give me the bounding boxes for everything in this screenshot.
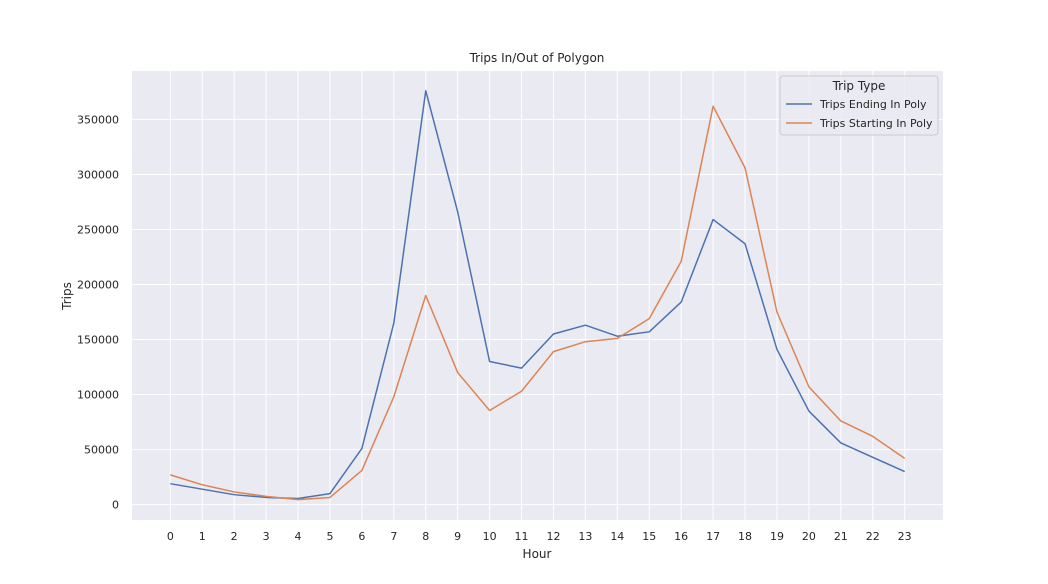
data-point-trips-starting-in-poly [616,337,619,340]
x-tick-label: 6 [358,530,365,543]
y-tick-label: 250000 [77,223,119,236]
x-tick-label: 15 [642,530,656,543]
x-tick-label: 16 [674,530,688,543]
x-tick-label: 3 [263,530,270,543]
data-point-trips-ending-in-poly [744,242,747,245]
data-point-trips-ending-in-poly [201,488,204,491]
data-point-trips-starting-in-poly [488,409,491,412]
data-point-trips-ending-in-poly [520,367,523,370]
x-tick-label: 4 [295,530,302,543]
data-point-trips-ending-in-poly [871,456,874,459]
grid-lines [132,71,943,520]
data-point-trips-starting-in-poly [648,317,651,320]
x-tick-label: 13 [578,530,592,543]
data-point-trips-starting-in-poly [680,260,683,263]
data-point-trips-ending-in-poly [903,470,906,473]
x-axis-label: Hour [523,547,552,561]
series-layer [169,89,906,501]
data-point-trips-starting-in-poly [552,350,555,353]
data-point-trips-ending-in-poly [392,322,395,325]
data-point-trips-starting-in-poly [807,385,810,388]
legend-title: Trip Type [832,79,886,93]
legend-box [779,75,939,136]
data-point-trips-starting-in-poly [839,419,842,422]
y-tick-label: 200000 [77,278,119,291]
x-tick-label: 17 [706,530,720,543]
x-tick-label: 19 [770,530,784,543]
data-point-trips-starting-in-poly [201,483,204,486]
x-tick-label: 8 [422,530,429,543]
data-point-trips-starting-in-poly [360,469,363,472]
data-point-trips-ending-in-poly [584,324,587,327]
x-tick-label: 11 [515,530,529,543]
data-point-trips-ending-in-poly [488,360,491,363]
data-point-trips-starting-in-poly [712,105,715,108]
series-line-trips-starting-in-poly [170,105,906,501]
data-point-trips-starting-in-poly [265,495,268,498]
x-tick-label: 14 [610,530,624,543]
x-tick-label: 18 [738,530,752,543]
x-tick-label: 9 [454,530,461,543]
data-point-trips-starting-in-poly [744,166,747,169]
x-tick-label: 5 [326,530,333,543]
data-point-trips-starting-in-poly [424,294,427,297]
data-point-trips-ending-in-poly [169,482,172,485]
data-point-trips-starting-in-poly [456,371,459,374]
x-tick-label: 0 [167,530,174,543]
y-tick-label: 300000 [77,168,119,181]
y-tick-label: 150000 [77,334,119,347]
y-tick-label: 100000 [77,389,119,402]
y-axis-ticks: 0 50000 100000 150000 200000 250000 300000 3500… [77,113,119,511]
plot-area [132,71,943,520]
data-point-trips-starting-in-poly [775,311,778,314]
data-point-trips-starting-in-poly [297,498,300,501]
legend: Trip Type Trips Ending In Poly Trips Sta… [779,75,939,136]
x-tick-label: 21 [834,530,848,543]
data-point-trips-ending-in-poly [552,333,555,336]
data-point-trips-ending-in-poly [807,410,810,413]
data-point-trips-ending-in-poly [680,301,683,304]
data-point-trips-starting-in-poly [233,490,236,493]
y-axis-label: Trips [60,282,74,311]
legend-label-ending: Trips Ending In Poly [819,98,927,111]
chart-title: Trips In/Out of Polygon [469,51,605,65]
data-point-trips-ending-in-poly [360,447,363,450]
data-point-trips-starting-in-poly [871,435,874,438]
x-tick-label: 7 [390,530,397,543]
y-tick-label: 50000 [84,444,119,457]
data-point-trips-starting-in-poly [392,395,395,398]
x-tick-label: 1 [199,530,206,543]
data-point-trips-ending-in-poly [712,218,715,221]
x-tick-label: 22 [866,530,880,543]
x-tick-label: 12 [546,530,560,543]
data-point-trips-starting-in-poly [169,473,172,476]
data-point-trips-starting-in-poly [903,457,906,460]
x-tick-label: 2 [231,530,238,543]
y-tick-label: 350000 [77,113,119,126]
y-tick-label: 0 [112,499,119,512]
data-point-trips-ending-in-poly [233,493,236,496]
data-point-trips-ending-in-poly [775,348,778,351]
x-tick-label: 10 [483,530,497,543]
data-point-trips-starting-in-poly [328,496,331,499]
x-axis-ticks: 0 1 2 3 4 5 6 7 8 9 10 11 12 13 14 15 16 17 18 19 20 21 22 23 [167,530,912,543]
data-point-trips-ending-in-poly [839,441,842,444]
data-point-trips-starting-in-poly [520,390,523,393]
data-point-trips-starting-in-poly [584,340,587,343]
data-point-trips-ending-in-poly [648,330,651,333]
data-point-trips-ending-in-poly [456,210,459,213]
x-tick-label: 20 [802,530,816,543]
data-point-trips-ending-in-poly [424,89,427,92]
legend-label-starting: Trips Starting In Poly [819,117,933,130]
data-point-trips-ending-in-poly [328,492,331,495]
x-tick-label: 23 [898,530,912,543]
